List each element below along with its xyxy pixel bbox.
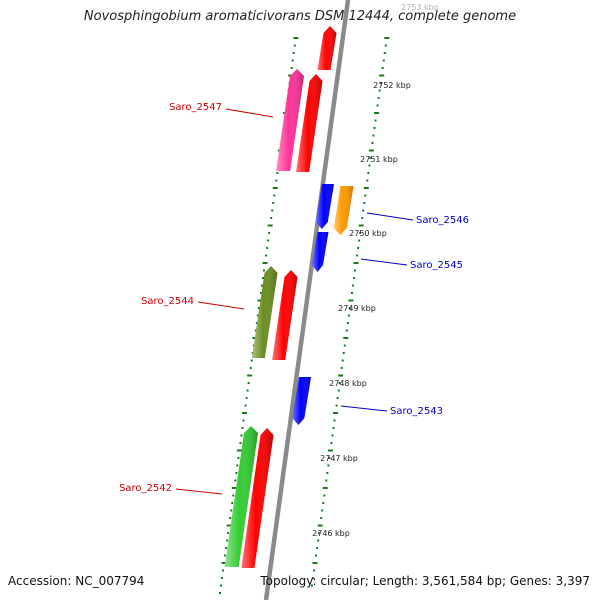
scale-label: 2752 kbp	[373, 81, 411, 90]
gene-arrow[interactable]	[315, 184, 334, 229]
scale-label: 2747 kbp	[320, 454, 358, 463]
gene-arrow[interactable]	[272, 270, 298, 360]
page-title: Novosphingobium aromaticivorans DSM 1244…	[83, 9, 517, 24]
gene-arrow[interactable]	[276, 69, 304, 171]
outer-tick-track-right	[310, 37, 390, 587]
gene-arrow[interactable]	[296, 74, 323, 172]
scale-label: 2753 kbp	[401, 3, 439, 12]
leader-line	[175, 488, 223, 495]
gene-label[interactable]: Saro_2544	[141, 296, 194, 307]
gene-labels: Saro_2547 Saro_2546 Saro_2545 Saro_2544 Saro…	[119, 102, 469, 495]
leader-line	[360, 258, 408, 266]
gene-arrow[interactable]	[241, 428, 274, 568]
gene-label[interactable]: Saro_2542	[119, 483, 172, 494]
gene-arrow[interactable]	[312, 232, 329, 272]
scale-labels: 2753 kbp 2752 kbp 2751 kbp 2750 kbp 2749 kbp…	[312, 3, 439, 538]
leader-line	[340, 405, 388, 412]
scale-label: 2749 kbp	[338, 304, 376, 313]
leader-line	[366, 212, 414, 221]
scale-label: 2746 kbp	[312, 529, 350, 538]
scale-label: 2750 kbp	[349, 229, 387, 238]
leader-line	[225, 108, 274, 118]
gene-label[interactable]: Saro_2547	[169, 102, 222, 113]
gene-arrow[interactable]	[224, 426, 258, 567]
gene-arrow[interactable]	[333, 186, 354, 235]
gene-arrow[interactable]	[292, 377, 311, 425]
gene-arrow[interactable]	[317, 26, 337, 70]
gene-track	[224, 26, 354, 568]
leader-line	[197, 301, 245, 310]
gene-label[interactable]: Saro_2543	[390, 406, 443, 417]
scale-label: 2751 kbp	[360, 155, 398, 164]
accession-text: Accession: NC_007794	[8, 574, 145, 588]
gene-label[interactable]: Saro_2545	[410, 260, 463, 271]
scale-label: 2748 kbp	[329, 379, 367, 388]
genome-summary-text: Topology: circular; Length: 3,561,584 bp…	[260, 574, 590, 588]
gene-label[interactable]: Saro_2546	[416, 215, 469, 226]
genome-backbone	[263, 0, 351, 600]
gene-arrow[interactable]	[251, 266, 278, 358]
